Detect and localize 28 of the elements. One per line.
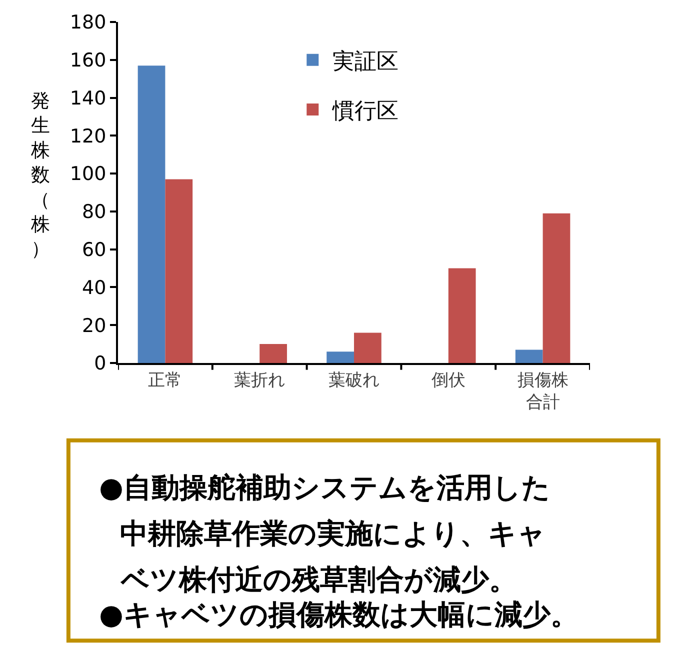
text: ●キャベツの損傷株数は大幅に減少。: [99, 598, 578, 631]
y-tick-label: 60: [82, 238, 106, 261]
x-tick-label: 倒伏: [431, 370, 466, 390]
bar: [515, 350, 543, 363]
x-tick-label: 葉折れ: [234, 370, 286, 390]
bar: [542, 213, 570, 363]
y-tick-label: 40: [82, 276, 106, 299]
legend-label: 慣行区: [332, 99, 399, 124]
x-tick-label: 葉破れ: [328, 370, 380, 390]
bar: [448, 268, 476, 363]
y-tick-label: 160: [70, 50, 106, 72]
text: ●自動操舵補助システムを活用した中耕除草作業の実施により、キャベツ株付近の残草割合が減少。: [99, 471, 550, 596]
y-tick-label: 20: [82, 314, 106, 337]
bar: [326, 352, 354, 363]
y-tick-label: 120: [70, 125, 106, 148]
y-tick-label: 140: [70, 87, 106, 110]
y-tick-label: 0: [94, 352, 106, 375]
y-axis-title: 発生株数（株）: [30, 90, 50, 260]
bar: [260, 344, 287, 363]
legend-label: 実証区: [332, 49, 399, 74]
y-tick-label: 100: [70, 163, 106, 186]
bar: [138, 66, 166, 363]
x-tick-label: 損傷株合計: [517, 370, 568, 412]
y-tick-label: 180: [70, 12, 106, 34]
bar: [165, 179, 193, 363]
y-tick-label: 80: [82, 201, 106, 224]
bar: [354, 332, 382, 363]
x-tick-label: 正常: [148, 370, 182, 390]
